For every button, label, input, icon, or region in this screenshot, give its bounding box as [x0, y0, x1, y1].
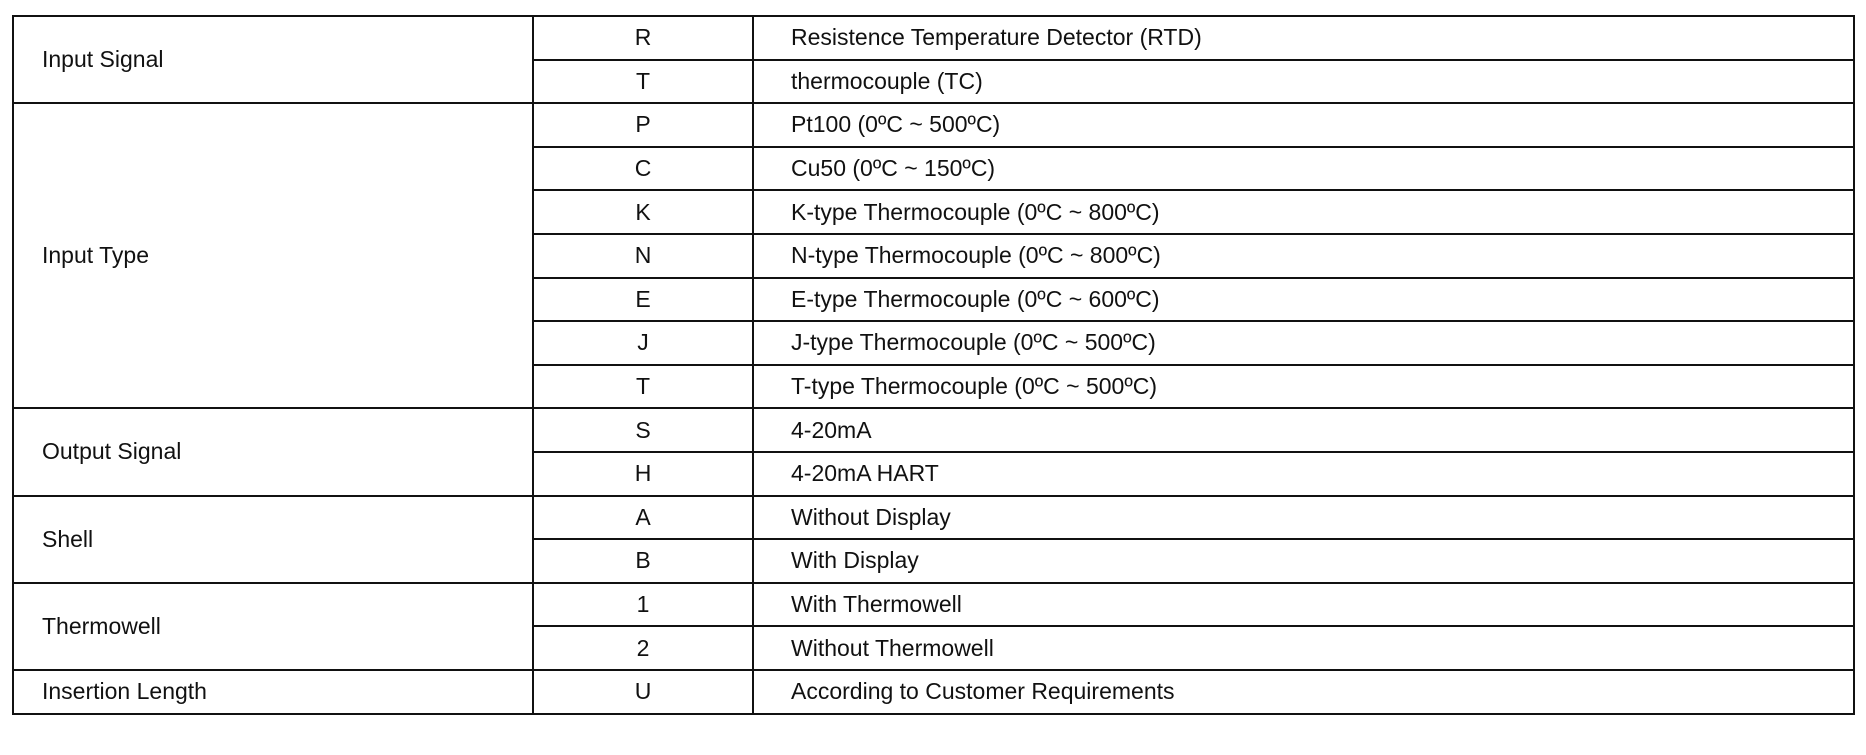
code-cell: A [532, 494, 754, 541]
description-cell: 4-20mA HART [752, 450, 1855, 497]
table-row: E E-type Thermocouple (0ºC ~ 600ºC) [13, 276, 1855, 323]
table-row: H 4-20mA HART [13, 450, 1855, 497]
table-row: Insertion Length U According to Customer R… [12, 668, 1855, 715]
code-cell: P [532, 102, 754, 148]
code-cell: R [532, 15, 754, 61]
table-row: T T-type Thermocouple (0ºC ~ 500ºC) [13, 363, 1855, 410]
code-cell: J [532, 320, 754, 366]
table-row: K K-type Thermocouple (0ºC ~ 800ºC) [13, 189, 1855, 235]
description-cell: 4-20mA [752, 407, 1855, 453]
table-row: C Cu50 (0ºC ~ 150ºC) [13, 145, 1855, 192]
code-cell: N [532, 232, 754, 279]
description-cell: E-type Thermocouple (0ºC ~ 600ºC) [752, 276, 1855, 323]
code-cell: H [532, 450, 754, 497]
description-cell: Without Display [752, 494, 1855, 541]
description-cell: K-type Thermocouple (0ºC ~ 800ºC) [752, 189, 1855, 235]
table-row: 2 Without Thermowell [13, 625, 1855, 671]
model-selection-table: Input Signal R Resistence Temperature Dete… [12, 14, 1855, 715]
category-cell: Insertion Length [12, 668, 534, 715]
table-row: Output Signal S 4-20mA [12, 407, 1855, 497]
code-cell: K [532, 189, 754, 235]
category-cell: Shell [12, 494, 534, 584]
code-cell: T [532, 363, 754, 410]
code-cell: T [532, 58, 754, 105]
code-cell: E [532, 276, 754, 323]
category-cell: Input Type [12, 102, 534, 410]
description-cell: Pt100 (0ºC ~ 500ºC) [752, 102, 1855, 148]
description-cell: According to Customer Requirements [752, 668, 1855, 715]
description-cell: N-type Thermocouple (0ºC ~ 800ºC) [752, 232, 1855, 279]
table-row: Thermowell 1 With Thermowell [12, 581, 1855, 671]
description-cell: Without Thermowell [752, 625, 1855, 671]
table-row: J J-type Thermocouple (0ºC ~ 500ºC) [13, 320, 1855, 366]
table-row: Input Type P Pt100 (0ºC ~ 500ºC) [12, 102, 1855, 410]
table-row: N N-type Thermocouple (0ºC ~ 800ºC) [13, 232, 1855, 279]
description-cell: With Thermowell [752, 581, 1855, 628]
description-cell: thermocouple (TC) [752, 58, 1855, 105]
code-cell: C [532, 145, 754, 192]
table-row: B With Display [13, 538, 1855, 584]
description-cell: Resistence Temperature Detector (RTD) [752, 15, 1855, 61]
description-cell: Cu50 (0ºC ~ 150ºC) [752, 145, 1855, 192]
code-cell: B [532, 538, 754, 584]
category-cell: Input Signal [12, 14, 534, 105]
table-row: Shell A Without Display [12, 494, 1855, 584]
table-row: Input Signal R Resistence Temperature Dete… [12, 14, 1855, 105]
code-cell: 2 [532, 625, 754, 671]
description-cell: With Display [752, 538, 1855, 584]
code-cell: S [532, 407, 754, 453]
category-cell: Output Signal [12, 407, 534, 497]
description-cell: T-type Thermocouple (0ºC ~ 500ºC) [752, 363, 1855, 410]
code-cell: U [532, 668, 754, 715]
category-cell: Thermowell [12, 581, 534, 671]
description-cell: J-type Thermocouple (0ºC ~ 500ºC) [752, 320, 1855, 366]
code-cell: 1 [532, 581, 754, 628]
